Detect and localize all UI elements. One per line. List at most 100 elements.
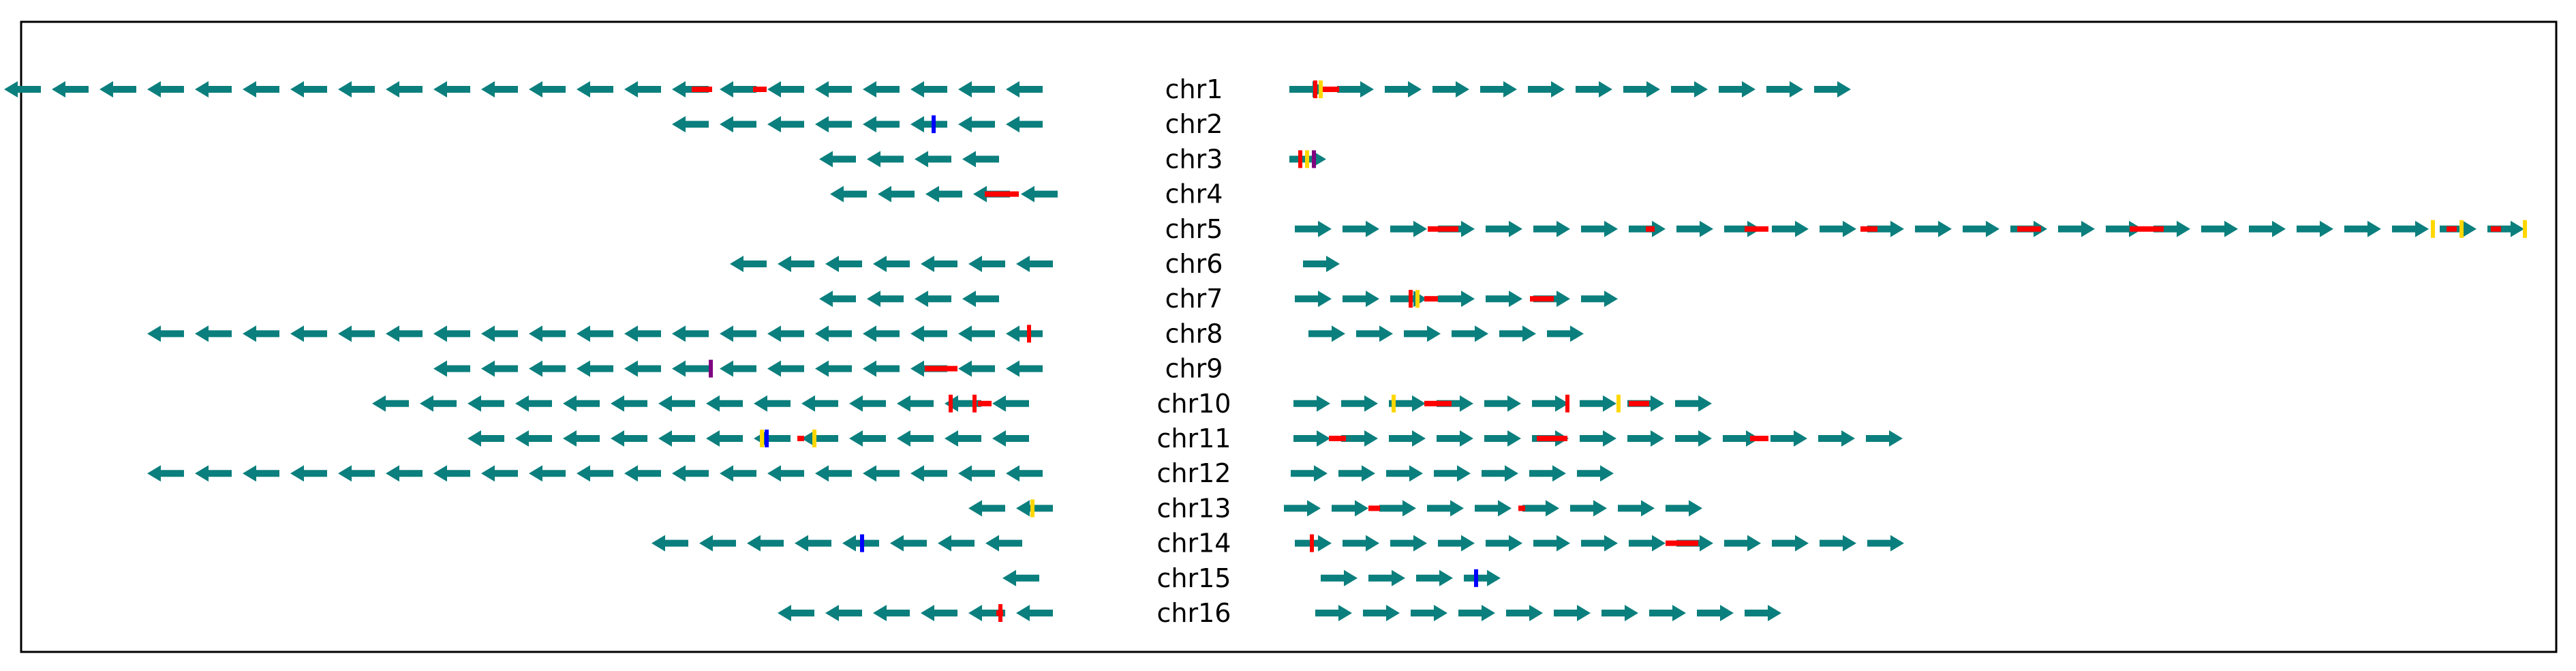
gene-arrow-right [2487, 220, 2524, 237]
gene-arrow-left [915, 151, 951, 168]
gene-arrow-left [515, 430, 552, 447]
gene-arrow-right [1337, 81, 1374, 98]
gene-arrow-right [1390, 220, 1427, 237]
gene-arrow-left [1016, 256, 1053, 272]
gene-arrow-left [195, 81, 232, 98]
feature-tick [1298, 150, 1302, 168]
gene-arrow-right [1627, 430, 1664, 447]
gene-arrow-left [1006, 465, 1043, 482]
gene-arrow-left [672, 360, 709, 377]
chromosome-label: chr10 [1157, 389, 1231, 419]
gene-arrow-right [1411, 605, 1447, 621]
gene-arrow-right [1343, 220, 1379, 237]
feature-tick [1030, 499, 1034, 518]
gene-arrow-left [338, 81, 375, 98]
gene-arrow-left [611, 395, 647, 412]
gene-arrow-right [1675, 430, 1712, 447]
gene-arrow-right [1427, 500, 1464, 517]
feature-marks [692, 80, 2527, 622]
gene-arrow-left [433, 465, 470, 482]
red-segment [1329, 436, 1346, 441]
chromosome-label: chr16 [1157, 598, 1231, 628]
gene-arrow-left [563, 430, 600, 447]
gene-arrow-left [243, 81, 279, 98]
gene-arrow-left [672, 325, 709, 342]
gene-arrow-right [1480, 81, 1517, 98]
gene-arrow-right [2392, 220, 2429, 237]
gene-arrow-left [1006, 360, 1043, 377]
gene-arrow-left [747, 535, 784, 552]
feature-tick [860, 534, 864, 552]
red-segment [925, 366, 957, 372]
red-segment [2130, 226, 2164, 232]
feature-tick [1392, 394, 1396, 413]
red-segment [985, 191, 1019, 197]
red-segment [2017, 226, 2041, 232]
gene-arrow-right [1601, 605, 1638, 621]
gene-arrow-left [819, 151, 856, 168]
gene-arrow-left [968, 605, 1005, 621]
feature-tick [812, 430, 816, 447]
gene-arrow-left [825, 256, 862, 272]
gene-arrow-right [1676, 220, 1713, 237]
gene-arrow-left [243, 325, 279, 342]
gene-arrow-left [290, 325, 327, 342]
gene-arrow-left [849, 430, 886, 447]
gene-arrow-right [1390, 535, 1427, 552]
chromosome-label: chr1 [1165, 74, 1223, 104]
gene-arrow-right [1629, 535, 1666, 552]
gene-arrow-right [1437, 395, 1473, 412]
gene-arrow-right [1522, 500, 1559, 517]
chromosome-label: chr9 [1165, 354, 1223, 384]
gene-arrow-right [1499, 325, 1536, 342]
gene-arrow-right [1581, 220, 1618, 237]
gene-arrow-right [2201, 220, 2238, 237]
gene-arrow-right [1719, 81, 1755, 98]
chromosome-label: chr3 [1165, 144, 1223, 174]
feature-tick [2459, 220, 2464, 238]
red-segment [1428, 226, 1458, 232]
gene-arrow-left [577, 81, 613, 98]
gene-arrow-left [730, 256, 767, 272]
feature-tick [1027, 325, 1031, 343]
gene-arrow-right [1820, 535, 1856, 552]
gene-arrow-right [1675, 395, 1712, 412]
gene-arrow-right [1671, 81, 1708, 98]
gene-arrow-left [767, 116, 804, 133]
gene-arrow-left [1016, 605, 1053, 621]
gene-arrow-right [1363, 605, 1400, 621]
gene-arrow-right [1724, 220, 1761, 237]
gene-arrow-left [992, 395, 1029, 412]
chromosome-label: chr4 [1165, 179, 1223, 209]
gene-arrow-left [99, 81, 136, 98]
gene-arrow-left [938, 535, 975, 552]
gene-arrow-right [1666, 500, 1702, 517]
gene-arrow-left [962, 290, 999, 308]
gene-arrow-right [1576, 81, 1612, 98]
gene-arrow-left [801, 395, 838, 412]
gene-arrow-left [290, 465, 327, 482]
gene-arrow-right [1529, 465, 1566, 482]
gene-arrow-right [2249, 220, 2286, 237]
red-segment [797, 436, 804, 441]
feature-tick [2523, 220, 2527, 238]
gene-arrow-right [1867, 535, 1904, 552]
gene-arrow-right [1867, 220, 1904, 237]
gene-arrow-right [1506, 605, 1543, 621]
gene-arrow-right [1554, 605, 1591, 621]
gene-arrow-left [720, 360, 756, 377]
gene-arrow-left [672, 465, 709, 482]
red-segment [2491, 226, 2501, 232]
gene-arrow-left [815, 325, 852, 342]
gene-arrow-left [915, 290, 951, 308]
gene-arrow-right [1343, 535, 1379, 552]
gene-arrow-left [778, 256, 814, 272]
feature-tick [1616, 394, 1621, 413]
feature-tick [709, 359, 713, 378]
gene-arrow-left [611, 430, 647, 447]
gene-arrow-right [1486, 290, 1522, 308]
gene-arrow-right [1486, 220, 1522, 237]
red-segment [2447, 226, 2457, 232]
gene-arrow-right [1818, 430, 1855, 447]
gene-arrow-right [1341, 430, 1378, 447]
